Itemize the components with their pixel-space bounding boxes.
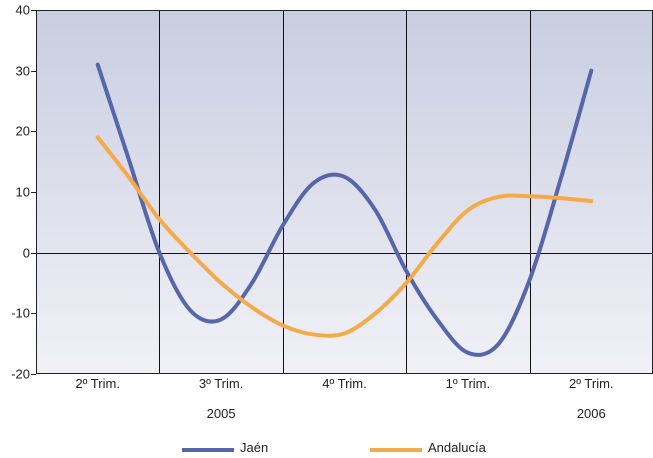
x-axis: 2º Trim. 3º Trim. 4º Trim. 1º Trim. 2º Trim.… bbox=[75, 376, 613, 421]
legend-entry-andalucia: Andalucía bbox=[370, 440, 487, 455]
legend-entry-jaen: Jaén bbox=[182, 440, 268, 455]
year-label: 2005 bbox=[207, 406, 236, 421]
y-tick-label: 30 bbox=[16, 64, 30, 79]
legend: Jaén Andalucía bbox=[182, 440, 487, 455]
year-label: 2006 bbox=[577, 406, 606, 421]
y-tick-label: 40 bbox=[16, 3, 30, 18]
series-line-andalucia bbox=[95, 135, 594, 338]
grid-lines bbox=[36, 10, 653, 374]
x-tick-label: 4º Trim. bbox=[322, 376, 366, 391]
y-tick-label: -10 bbox=[11, 306, 30, 321]
x-tick-label: 1º Trim. bbox=[446, 376, 490, 391]
series-line-jaen bbox=[95, 62, 594, 357]
legend-label: Jaén bbox=[240, 440, 268, 455]
series-layer bbox=[95, 62, 594, 357]
plot-area bbox=[36, 10, 653, 374]
y-axis: -20 -10 0 10 20 30 40 bbox=[11, 3, 36, 382]
x-tick-label: 2º Trim. bbox=[569, 376, 613, 391]
y-tick-label: 10 bbox=[16, 185, 30, 200]
x-tick-label: 3º Trim. bbox=[199, 376, 243, 391]
legend-label: Andalucía bbox=[428, 440, 487, 455]
x-tick-label: 2º Trim. bbox=[75, 376, 119, 391]
y-tick-label: 0 bbox=[23, 246, 30, 261]
y-tick-label: -20 bbox=[11, 367, 30, 382]
y-tick-label: 20 bbox=[16, 124, 30, 139]
